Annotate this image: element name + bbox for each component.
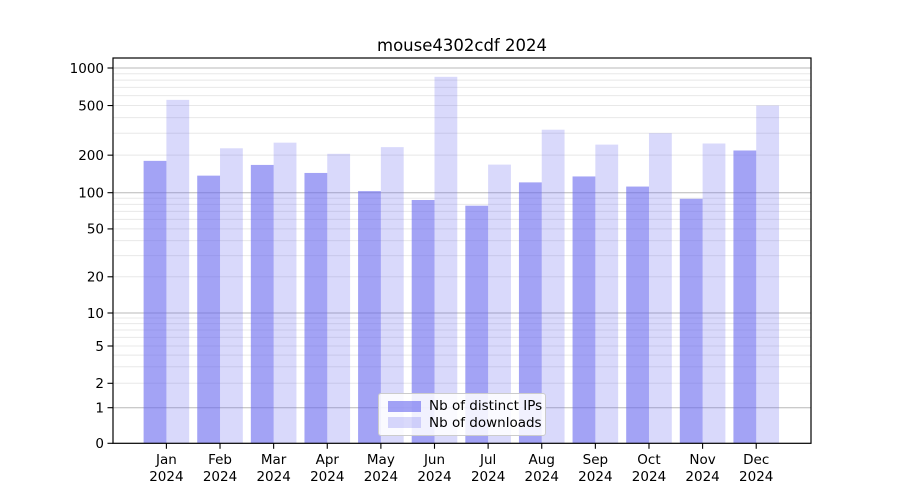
bar-downloads xyxy=(648,133,672,444)
bar-downloads xyxy=(595,144,619,444)
bar-distinct-ips xyxy=(358,191,381,444)
legend-swatch-downloads xyxy=(388,417,421,429)
bar-downloads xyxy=(702,143,726,444)
x-tick-label-year: 2024 xyxy=(364,469,398,485)
legend-swatch-distinct-ips xyxy=(388,400,421,412)
x-tick-label-month: Aug xyxy=(529,452,555,468)
bar-downloads xyxy=(434,76,458,444)
bar-distinct-ips xyxy=(465,205,489,444)
y-tick-label: 0 xyxy=(95,436,104,452)
y-tick-label: 1000 xyxy=(70,61,104,77)
bar-distinct-ips xyxy=(572,176,596,444)
bar-distinct-ips xyxy=(518,182,542,444)
bar-downloads xyxy=(273,142,297,444)
x-tick-label-year: 2024 xyxy=(471,469,505,485)
x-tick-label-year: 2024 xyxy=(203,469,237,485)
legend: Nb of distinct IPs Nb of downloads xyxy=(378,393,546,436)
y-tick-label: 500 xyxy=(78,98,104,114)
x-tick-label-year: 2024 xyxy=(310,469,344,485)
bar-distinct-ips xyxy=(197,175,221,444)
x-tick-label-year: 2024 xyxy=(149,469,183,485)
x-tick-label-month: Apr xyxy=(316,452,340,468)
y-tick-label: 1 xyxy=(95,401,104,417)
x-tick-label-month: Nov xyxy=(689,452,715,468)
bar-downloads xyxy=(220,148,243,444)
legend-label-downloads: Nb of downloads xyxy=(429,414,542,431)
chart-title: mouse4302cdf 2024 xyxy=(377,36,547,55)
bar-distinct-ips xyxy=(679,198,703,444)
x-tick-label-year: 2024 xyxy=(578,469,612,485)
bar-distinct-ips xyxy=(250,164,274,444)
bar-distinct-ips xyxy=(143,160,167,444)
bar-downloads xyxy=(166,99,190,444)
bar-distinct-ips xyxy=(304,172,328,444)
bar-distinct-ips xyxy=(733,150,757,444)
y-tick-label: 200 xyxy=(78,148,104,164)
x-tick-label-year: 2024 xyxy=(417,469,451,485)
bar-distinct-ips xyxy=(411,199,435,444)
legend-item-distinct-ips: Nb of distinct IPs xyxy=(388,398,542,414)
bar-distinct-ips xyxy=(626,186,649,444)
y-tick-label: 50 xyxy=(87,222,104,238)
x-tick-label-month: Jun xyxy=(423,452,445,468)
bar-downloads xyxy=(380,147,404,444)
x-tick-label-month: Mar xyxy=(261,452,287,468)
x-tick-label-month: Oct xyxy=(637,452,660,468)
x-tick-label-month: May xyxy=(367,452,395,468)
bar-downloads xyxy=(756,105,780,444)
legend-item-downloads: Nb of downloads xyxy=(388,415,542,431)
x-tick-label-month: Dec xyxy=(743,452,769,468)
x-tick-label-year: 2024 xyxy=(632,469,666,485)
y-tick-label: 2 xyxy=(95,376,104,392)
x-tick-label-year: 2024 xyxy=(739,469,773,485)
x-tick-label-month: Jan xyxy=(155,452,177,468)
x-tick-label-year: 2024 xyxy=(525,469,559,485)
x-tick-label-month: Sep xyxy=(583,452,608,468)
y-tick-label: 5 xyxy=(95,339,104,355)
x-tick-label-year: 2024 xyxy=(685,469,719,485)
legend-label-distinct-ips: Nb of distinct IPs xyxy=(429,398,543,415)
bar-downloads xyxy=(541,129,565,444)
x-tick-label-month: Jul xyxy=(479,452,496,468)
x-tick-label-month: Feb xyxy=(208,452,232,468)
x-tick-label-year: 2024 xyxy=(256,469,290,485)
bar-downloads xyxy=(488,164,511,444)
y-tick-label: 20 xyxy=(87,270,104,286)
y-tick-label: 10 xyxy=(87,306,104,322)
plot-border xyxy=(112,57,812,444)
y-tick-label: 100 xyxy=(78,186,104,202)
bar-downloads xyxy=(327,153,351,444)
